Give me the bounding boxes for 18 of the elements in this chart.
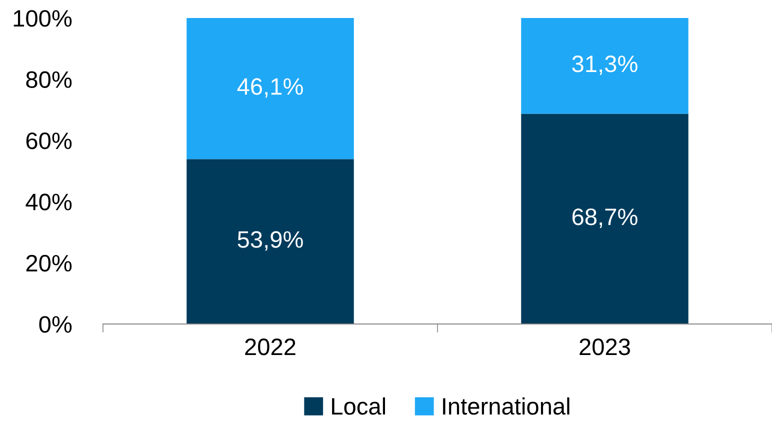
data-label: 53,9% bbox=[238, 231, 303, 251]
bar bbox=[521, 114, 688, 324]
bar bbox=[186, 18, 354, 160]
y-tick-label: 0% bbox=[39, 316, 72, 333]
data-label: 68,7% bbox=[572, 208, 638, 228]
y-tick-label: 40% bbox=[26, 194, 72, 210]
y-tick-label: 60% bbox=[26, 132, 72, 150]
y-tick-label: 100% bbox=[14, 10, 72, 27]
x-tick-label: 2022 bbox=[245, 338, 296, 356]
x-tick-label: 2023 bbox=[580, 338, 630, 356]
bar bbox=[521, 18, 688, 114]
y-tick-label: 80% bbox=[26, 71, 72, 88]
data-label: 46,1% bbox=[237, 78, 303, 98]
y-tick-label: 20% bbox=[26, 254, 72, 272]
data-label: 31,3% bbox=[572, 56, 638, 76]
bar bbox=[186, 159, 354, 324]
legend-label: Local bbox=[332, 397, 386, 415]
legend-label: International bbox=[443, 397, 570, 415]
